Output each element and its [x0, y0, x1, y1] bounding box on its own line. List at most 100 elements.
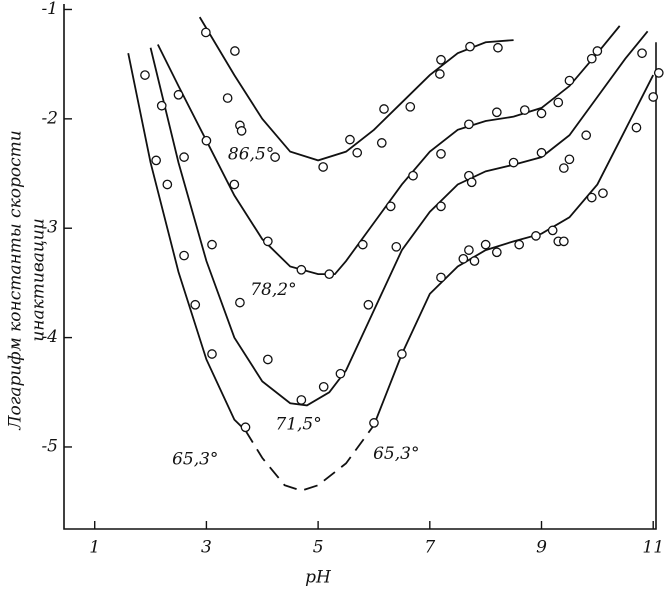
data-point: [586, 53, 597, 64]
y-axis-label: Логарифм константы скорости: [6, 130, 26, 430]
y-tick-label: -3: [41, 218, 58, 238]
curve-label: 78,2°: [250, 280, 296, 300]
x-tick-label: 9: [536, 538, 547, 558]
data-point: [547, 225, 558, 236]
data-point: [229, 179, 240, 190]
data-point: [230, 46, 240, 56]
data-point: [270, 152, 280, 162]
data-point: [464, 119, 474, 130]
fit-curve: [149, 30, 649, 407]
curve-label: 65,3°: [373, 444, 419, 464]
data-point: [553, 97, 564, 108]
y-axis-label: инактивации: [29, 218, 49, 341]
data-point: [408, 170, 418, 181]
x-axis-label: pH: [305, 568, 332, 588]
data-point: [235, 297, 245, 308]
data-point: [536, 108, 547, 119]
data-point: [653, 68, 664, 78]
data-point: [222, 93, 233, 103]
data-point: [586, 192, 597, 203]
data-point: [592, 46, 603, 56]
axes: [63, 4, 657, 530]
data-point: [363, 299, 374, 310]
data-point: [464, 245, 474, 255]
data-point: [436, 148, 446, 159]
data-point: [637, 48, 647, 59]
data-point: [469, 256, 480, 266]
fit-curve: [244, 424, 375, 492]
data-point: [465, 41, 475, 52]
data-point: [379, 104, 389, 114]
data-point: [397, 349, 407, 359]
y-tick-label: -1: [41, 0, 58, 19]
x-tick-label: 3: [201, 538, 212, 558]
data-point: [435, 69, 445, 79]
data-point: [151, 155, 162, 166]
data-point: [240, 422, 251, 433]
data-point: [236, 126, 247, 136]
data-point: [156, 100, 167, 111]
data-point: [324, 269, 335, 280]
curve-label: 65,3°: [172, 450, 218, 470]
data-point: [335, 368, 346, 379]
data-point: [436, 54, 446, 65]
data-point: [173, 89, 184, 100]
data-point: [391, 241, 402, 252]
data-point: [179, 152, 189, 162]
data-point: [345, 134, 355, 145]
data-point: [466, 177, 477, 188]
data-point: [631, 122, 642, 133]
data-point: [190, 299, 201, 310]
data-point: [493, 42, 503, 53]
y-tick-label: -2: [41, 108, 58, 128]
data-point: [262, 236, 273, 247]
data-point: [369, 418, 379, 428]
data-point: [558, 163, 569, 173]
fit-curve: [198, 16, 514, 162]
data-point: [581, 130, 592, 141]
data-point: [491, 107, 502, 118]
data-point: [564, 154, 575, 165]
data-point: [514, 239, 525, 250]
curve-label: 86,5°: [228, 144, 274, 164]
data-point: [648, 92, 659, 102]
data-point: [480, 239, 491, 250]
fit-curve: [157, 25, 621, 276]
data-point: [207, 239, 217, 250]
data-point: [162, 179, 173, 190]
data-point: [140, 70, 150, 80]
y-tick-label: -5: [41, 436, 58, 456]
data-point: [296, 395, 307, 405]
data-point: [318, 162, 328, 172]
data-point: [491, 247, 502, 258]
fit-curve: [373, 74, 655, 426]
data-point: [201, 27, 211, 38]
data-point: [458, 253, 469, 264]
x-tick-label: 7: [424, 538, 435, 558]
data-point: [352, 147, 363, 158]
y-tick-label: -4: [41, 327, 58, 347]
data-point: [405, 101, 416, 112]
data-point: [179, 250, 189, 261]
data-point: [536, 147, 547, 158]
data-point: [508, 157, 519, 168]
data-point: [436, 201, 446, 212]
data-point: [598, 188, 608, 199]
data-point: [207, 349, 217, 359]
curve-label: 71,5°: [275, 415, 321, 435]
data-point: [296, 264, 307, 275]
fit-curve: [127, 53, 247, 432]
data-point: [262, 354, 273, 365]
data-point: [376, 138, 387, 148]
data-point: [436, 272, 446, 283]
x-tick-label: 1: [89, 538, 100, 558]
data-point: [385, 201, 396, 212]
data-point: [519, 105, 530, 115]
data-point: [531, 231, 541, 241]
data-point: [201, 135, 212, 146]
data-point: [318, 381, 329, 392]
x-tick-label: 5: [313, 538, 324, 558]
data-point: [357, 239, 368, 250]
data-point: [558, 236, 569, 247]
